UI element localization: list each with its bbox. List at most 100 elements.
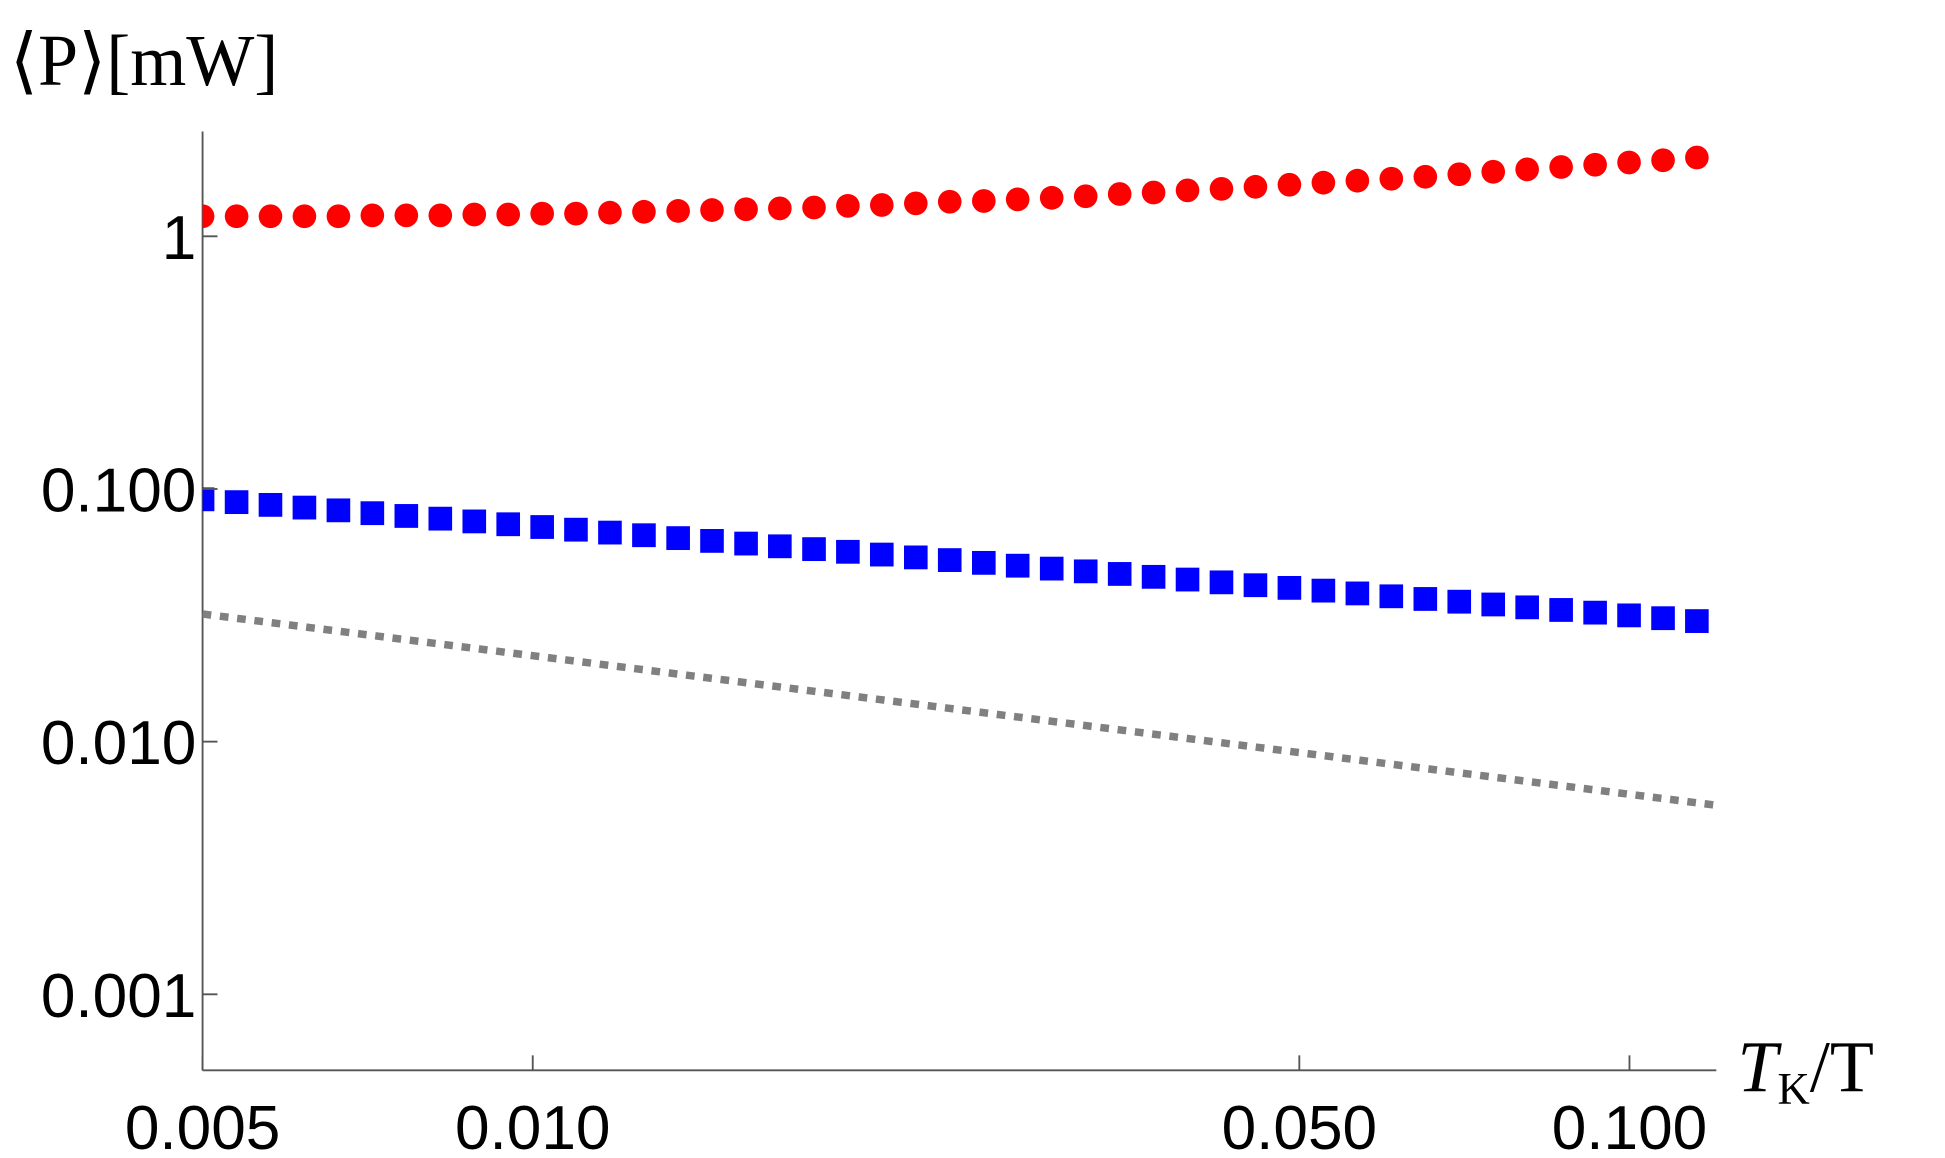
x-tick-label: 0.010	[455, 1094, 610, 1158]
y-tick-label: 0.100	[41, 456, 196, 525]
data-point	[1515, 157, 1539, 182]
y-tick-label: 0.001	[41, 962, 196, 1031]
data-point	[258, 204, 283, 229]
data-point	[564, 201, 588, 226]
data-point	[598, 520, 622, 545]
data-line	[202, 610, 1717, 809]
data-point	[1039, 185, 1064, 210]
data-point	[462, 509, 487, 534]
data-point	[1005, 553, 1030, 578]
data-point	[1243, 174, 1268, 199]
data-point	[937, 189, 962, 214]
data-point	[1481, 592, 1506, 617]
data-point	[1073, 559, 1098, 584]
data-point	[202, 204, 215, 229]
data-point	[836, 193, 860, 218]
data-point	[734, 531, 758, 556]
x-label-part: T	[1737, 1027, 1782, 1107]
x-label-part: /T	[1810, 1027, 1874, 1107]
data-point	[1039, 556, 1064, 581]
x-tick-label: 0.050	[1222, 1094, 1377, 1158]
data-point	[292, 204, 317, 229]
data-point	[802, 537, 826, 562]
data-point	[360, 501, 385, 526]
data-point	[836, 539, 860, 564]
data-point	[224, 204, 249, 229]
data-point	[1107, 182, 1132, 206]
data-point	[1209, 177, 1234, 201]
data-point	[1379, 166, 1404, 191]
data-point	[1141, 180, 1166, 205]
data-point	[1651, 148, 1675, 173]
data-point	[666, 526, 690, 551]
data-point	[564, 517, 588, 542]
data-point	[1685, 145, 1709, 170]
data-point	[1209, 570, 1234, 595]
data-point	[530, 201, 554, 226]
data-point	[326, 204, 351, 229]
data-point	[1685, 609, 1709, 633]
plot-area	[202, 145, 1717, 809]
data-point	[530, 515, 554, 539]
data-point	[1447, 589, 1472, 614]
data-point	[1345, 581, 1370, 606]
data-point	[1243, 573, 1268, 598]
data-point	[971, 189, 996, 213]
data-point	[666, 199, 690, 223]
data-point	[326, 498, 351, 523]
data-point	[632, 523, 656, 548]
data-point	[1549, 598, 1573, 622]
data-point	[700, 198, 724, 222]
data-point	[1277, 172, 1302, 197]
data-point	[1005, 187, 1030, 212]
data-point	[802, 195, 826, 220]
x-tick-label: 0.100	[1552, 1094, 1707, 1158]
data-point	[428, 506, 453, 531]
data-point	[258, 492, 283, 517]
data-point	[428, 203, 453, 228]
data-point	[1651, 606, 1675, 631]
data-point	[202, 487, 215, 512]
data-point	[1107, 562, 1132, 586]
data-point	[700, 529, 724, 553]
data-point	[496, 512, 521, 537]
data-point	[598, 200, 622, 225]
data-point	[1481, 159, 1506, 184]
data-point	[1175, 178, 1200, 203]
y-axis-label: ⟨P⟩[mW]	[10, 21, 278, 101]
data-point	[1515, 595, 1539, 620]
data-point	[1311, 578, 1336, 603]
data-point	[360, 203, 385, 228]
data-point	[903, 545, 928, 570]
data-point	[1447, 162, 1472, 187]
data-point	[1583, 152, 1607, 177]
data-point	[1413, 587, 1438, 611]
data-point	[1073, 184, 1098, 209]
data-point	[1379, 584, 1404, 609]
data-point	[768, 196, 792, 221]
x-tick-label: 0.005	[125, 1094, 280, 1158]
data-point	[462, 202, 487, 227]
data-point	[1141, 564, 1166, 589]
data-point	[937, 548, 962, 572]
data-point	[1277, 575, 1302, 600]
x-axis-label: TK/T	[1737, 1027, 1873, 1114]
data-point	[1583, 600, 1607, 625]
y-tick-label: 1	[162, 204, 197, 273]
data-point	[1617, 603, 1641, 628]
data-point	[224, 490, 249, 515]
data-point	[496, 202, 521, 227]
data-point	[971, 550, 996, 575]
data-point	[1617, 150, 1641, 175]
data-point	[292, 495, 317, 520]
data-point	[632, 199, 656, 224]
data-point	[1549, 155, 1573, 179]
data-point	[869, 542, 894, 567]
data-point	[1345, 168, 1370, 193]
data-point	[1311, 170, 1336, 195]
y-tick-label: 0.010	[41, 709, 196, 778]
data-point	[394, 504, 419, 528]
data-point	[903, 191, 928, 216]
